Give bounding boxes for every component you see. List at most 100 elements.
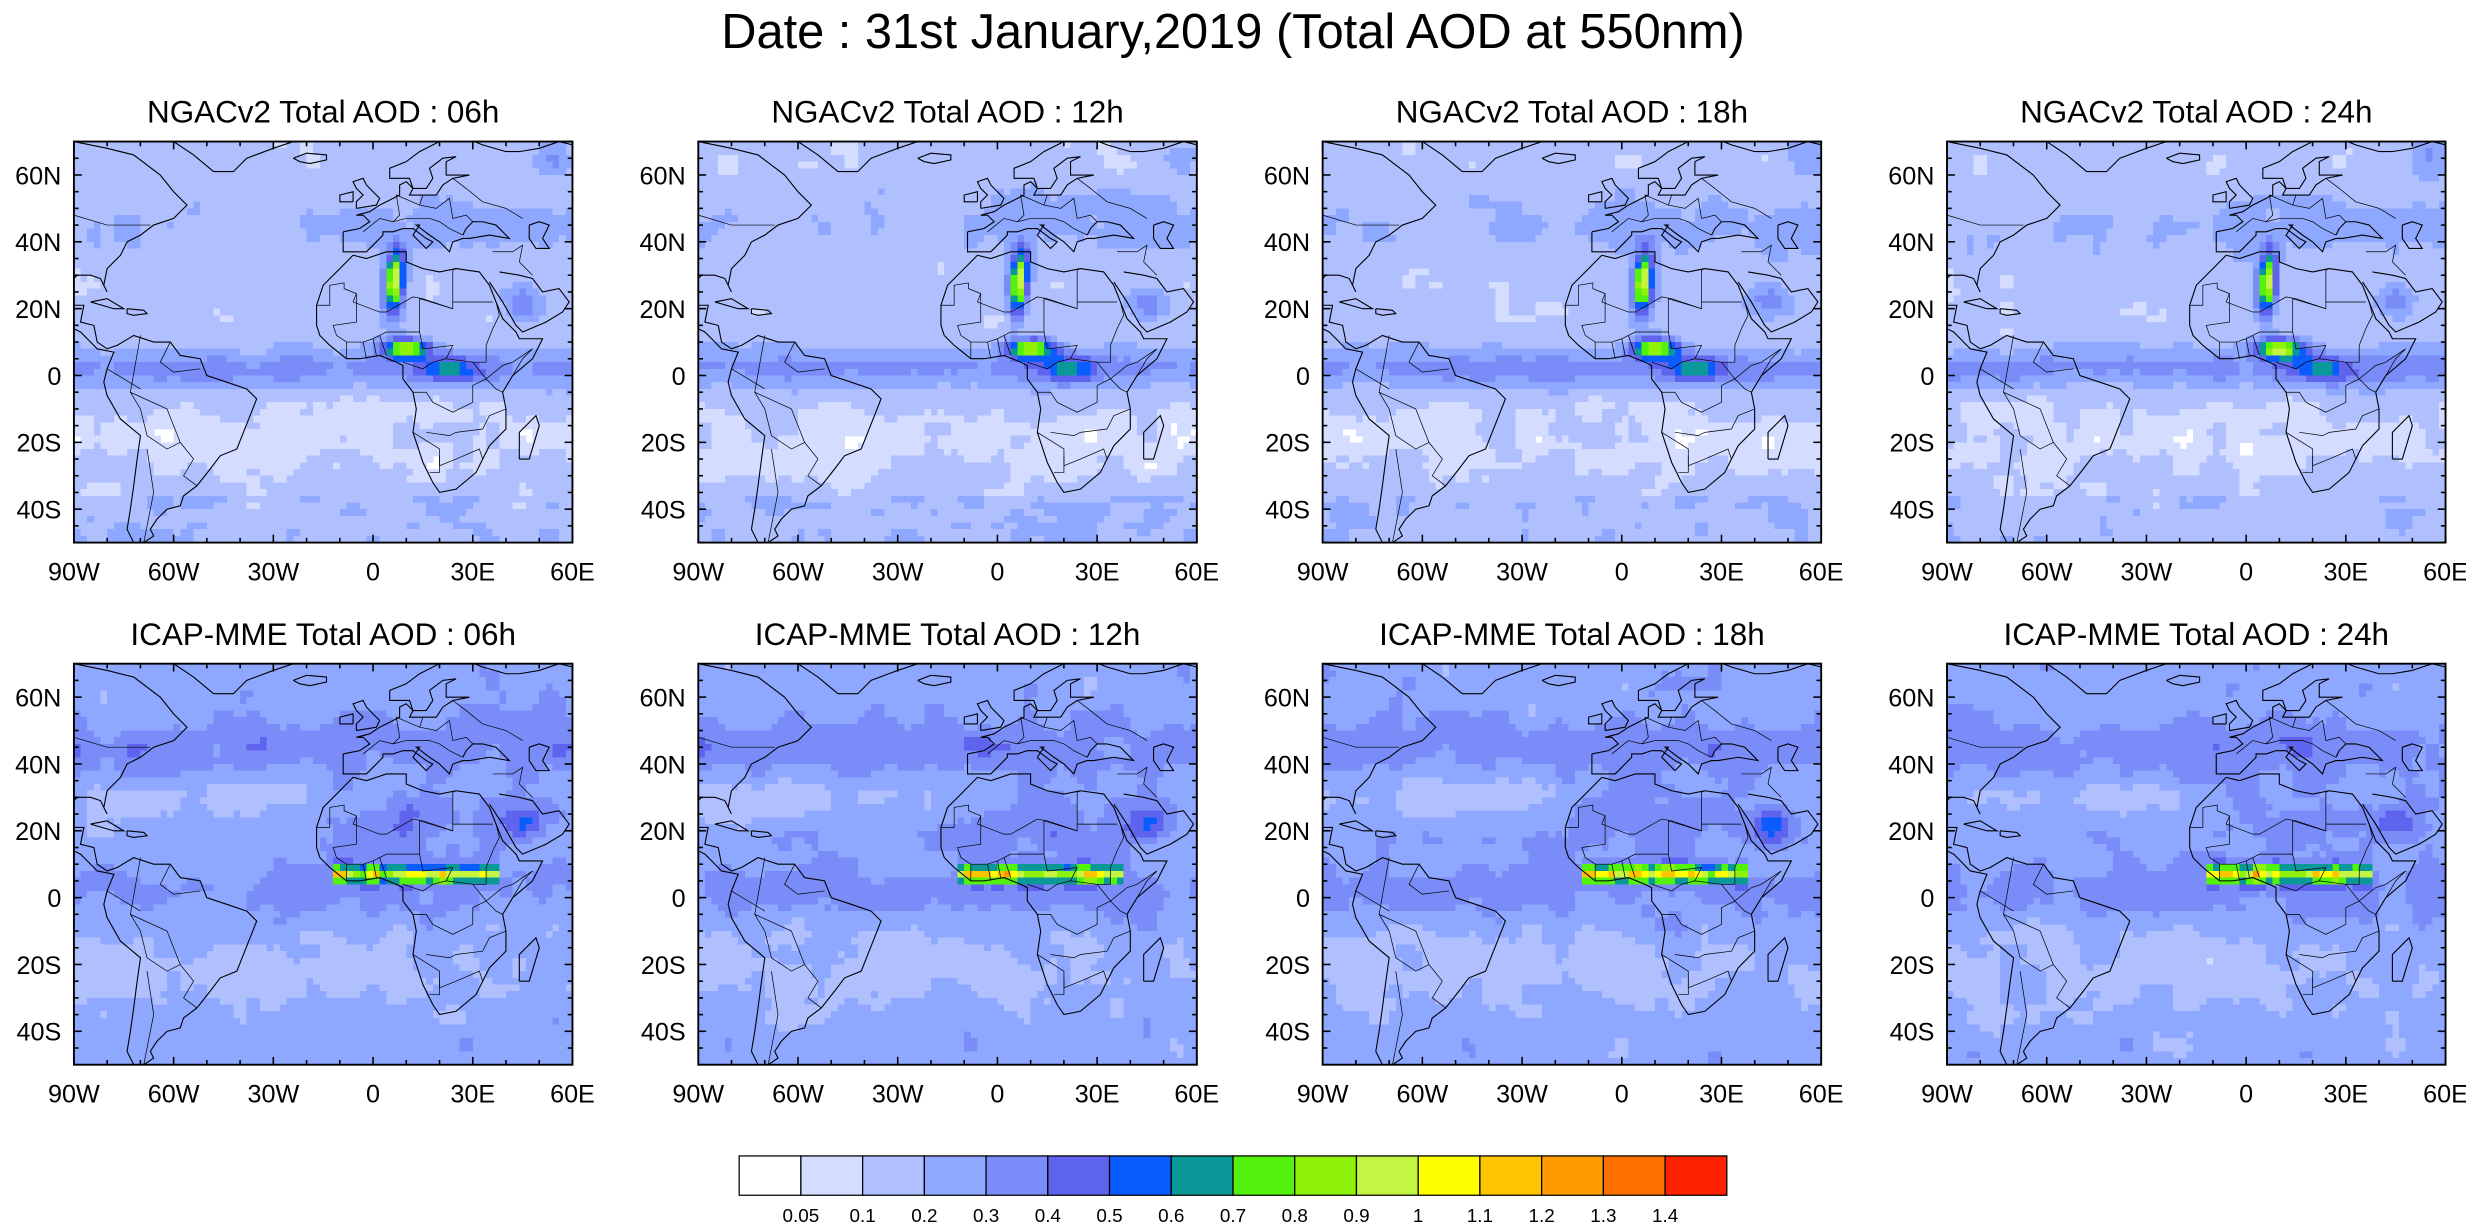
colorbar-swatch: [1294, 1155, 1358, 1196]
lat-tick-label: 20S: [641, 430, 686, 458]
colorbar-label: 1: [1413, 1205, 1424, 1222]
lon-tick-label: 30W: [1496, 1080, 1548, 1108]
lat-tick-label: 0: [1296, 363, 1310, 391]
lat-tick-label: 40N: [1888, 751, 1934, 779]
colorbar-label: 1.3: [1590, 1205, 1616, 1222]
lat-tick-label: 20N: [1264, 296, 1310, 324]
lat-tick-label: 40N: [1264, 229, 1310, 257]
lat-tick-label: 60N: [15, 685, 61, 713]
lon-tick-label: 90W: [672, 1080, 724, 1108]
aod-field: [1947, 663, 2446, 1065]
lat-tick-label: 20S: [1890, 952, 1935, 980]
panel-title: NGACv2 Total AOD : 12h: [771, 95, 1123, 130]
colorbar: 0.05 0.1 0.2 0.3 0.4 0.5 0.6 0.7 0.8 0.9 1 1.1 1.2 1.…: [738, 1155, 1728, 1222]
colorbar-swatch: [861, 1155, 925, 1196]
lat-tick-label: 20S: [17, 430, 62, 458]
aod-field: [698, 141, 1197, 543]
lat-tick-label: 20N: [1888, 818, 1934, 846]
lon-tick-label: 30W: [1496, 558, 1548, 586]
colorbar-swatch: [1541, 1155, 1605, 1196]
lat-tick-label: 60N: [1264, 162, 1310, 190]
colorbar-label: 0.05: [783, 1205, 820, 1222]
lon-tick-label: 60E: [1799, 1080, 1844, 1108]
map-panel-8: 90W 60W 30W 0 30E 60E 60N 40N 20N 0 20S 40S ICAP-MME…: [1888, 617, 2466, 1109]
lon-tick-label: 60W: [2021, 1080, 2073, 1108]
lat-tick-label: 20S: [641, 952, 686, 980]
lat-tick-label: 40N: [640, 751, 686, 779]
colorbar-swatch: [800, 1155, 864, 1196]
lon-tick-label: 0: [2239, 558, 2253, 586]
lat-tick-label: 20N: [640, 818, 686, 846]
lon-tick-label: 30W: [872, 558, 924, 586]
colorbar-swatch: [923, 1155, 987, 1196]
panel-title: NGACv2 Total AOD : 18h: [1396, 95, 1748, 130]
lat-tick-label: 0: [1920, 885, 1934, 913]
colorbar-swatch: [1047, 1155, 1111, 1196]
lat-tick-label: 0: [1920, 363, 1934, 391]
colorbar-label: 0.7: [1220, 1205, 1246, 1222]
lat-tick-label: 20N: [640, 296, 686, 324]
lon-tick-label: 90W: [1297, 1080, 1349, 1108]
lon-tick-label: 0: [366, 558, 380, 586]
lat-tick-label: 20N: [15, 818, 61, 846]
coastlines: [1947, 141, 2446, 543]
lat-tick-label: 20N: [15, 296, 61, 324]
lat-tick-label: 40N: [1888, 229, 1934, 257]
lon-tick-label: 30W: [247, 558, 299, 586]
colorbar-swatch: [1664, 1155, 1728, 1196]
country-borders: [1947, 178, 2406, 543]
lat-tick-label: 0: [672, 363, 686, 391]
lon-tick-label: 30W: [247, 1080, 299, 1108]
aod-field: [73, 141, 573, 543]
lat-tick-label: 20S: [17, 952, 62, 980]
tick-marks: [697, 140, 1198, 544]
country-borders: [73, 178, 533, 543]
lon-tick-label: 30E: [1699, 558, 1744, 586]
country-borders: [1322, 700, 1782, 1065]
country-borders: [698, 178, 1158, 543]
colorbar-label: 1.2: [1529, 1205, 1555, 1222]
lon-tick-label: 60W: [772, 1080, 824, 1108]
colorbar-label: 0.8: [1282, 1205, 1308, 1222]
tick-marks: [73, 140, 574, 544]
colorbar-swatch: [1108, 1155, 1172, 1196]
lon-tick-label: 30E: [1699, 1080, 1744, 1108]
lat-tick-label: 20S: [1265, 430, 1310, 458]
map-panel-5: 90W 60W 30W 0 30E 60E 60N 40N 20N 0 20S 40S ICAP-MME…: [15, 617, 595, 1109]
lat-tick-label: 40S: [641, 497, 686, 525]
lat-tick-label: 40S: [641, 1019, 686, 1047]
lat-tick-label: 0: [1296, 885, 1310, 913]
lat-tick-label: 40N: [1264, 751, 1310, 779]
lon-tick-label: 60W: [148, 558, 200, 586]
aod-field: [698, 663, 1197, 1065]
map-panel-4: 90W 60W 30W 0 30E 60E 60N 40N 20N 0 20S 40S NGACv2 T…: [1888, 95, 2466, 587]
lon-tick-label: 30E: [2323, 1080, 2368, 1108]
lon-tick-label: 0: [1615, 1080, 1629, 1108]
lat-tick-label: 20S: [1265, 952, 1310, 980]
panel-title: ICAP-MME Total AOD : 24h: [2004, 617, 2390, 652]
lat-tick-label: 20S: [1890, 430, 1935, 458]
figure-title: Date : 31st January,2019 (Total AOD at 5…: [721, 4, 1745, 60]
lat-tick-label: 40S: [1265, 1019, 1310, 1047]
panel-title: NGACv2 Total AOD : 06h: [147, 95, 499, 130]
lon-tick-label: 60W: [1396, 558, 1448, 586]
colorbar-label: 0.2: [911, 1205, 937, 1222]
lat-tick-label: 40N: [15, 229, 61, 257]
lat-tick-label: 60N: [640, 685, 686, 713]
aod-field: [73, 663, 573, 1065]
colorbar-label: 0.4: [1035, 1205, 1061, 1222]
colorbar-swatch: [1602, 1155, 1666, 1196]
lat-tick-label: 60N: [1888, 162, 1934, 190]
lon-tick-label: 60E: [2423, 558, 2466, 586]
colorbar-label: 0.5: [1096, 1205, 1122, 1222]
country-borders: [73, 700, 533, 1065]
lon-tick-label: 30W: [2121, 1080, 2173, 1108]
colorbar-swatch: [1170, 1155, 1234, 1196]
lat-tick-label: 0: [47, 885, 61, 913]
map-panel-7: 90W 60W 30W 0 30E 60E 60N 40N 20N 0 20S 40S ICAP-MME…: [1264, 617, 1844, 1109]
colorbar-label: 0.9: [1343, 1205, 1369, 1222]
lat-tick-label: 0: [672, 885, 686, 913]
lat-tick-label: 40N: [640, 229, 686, 257]
lat-tick-label: 40S: [1890, 1019, 1935, 1047]
